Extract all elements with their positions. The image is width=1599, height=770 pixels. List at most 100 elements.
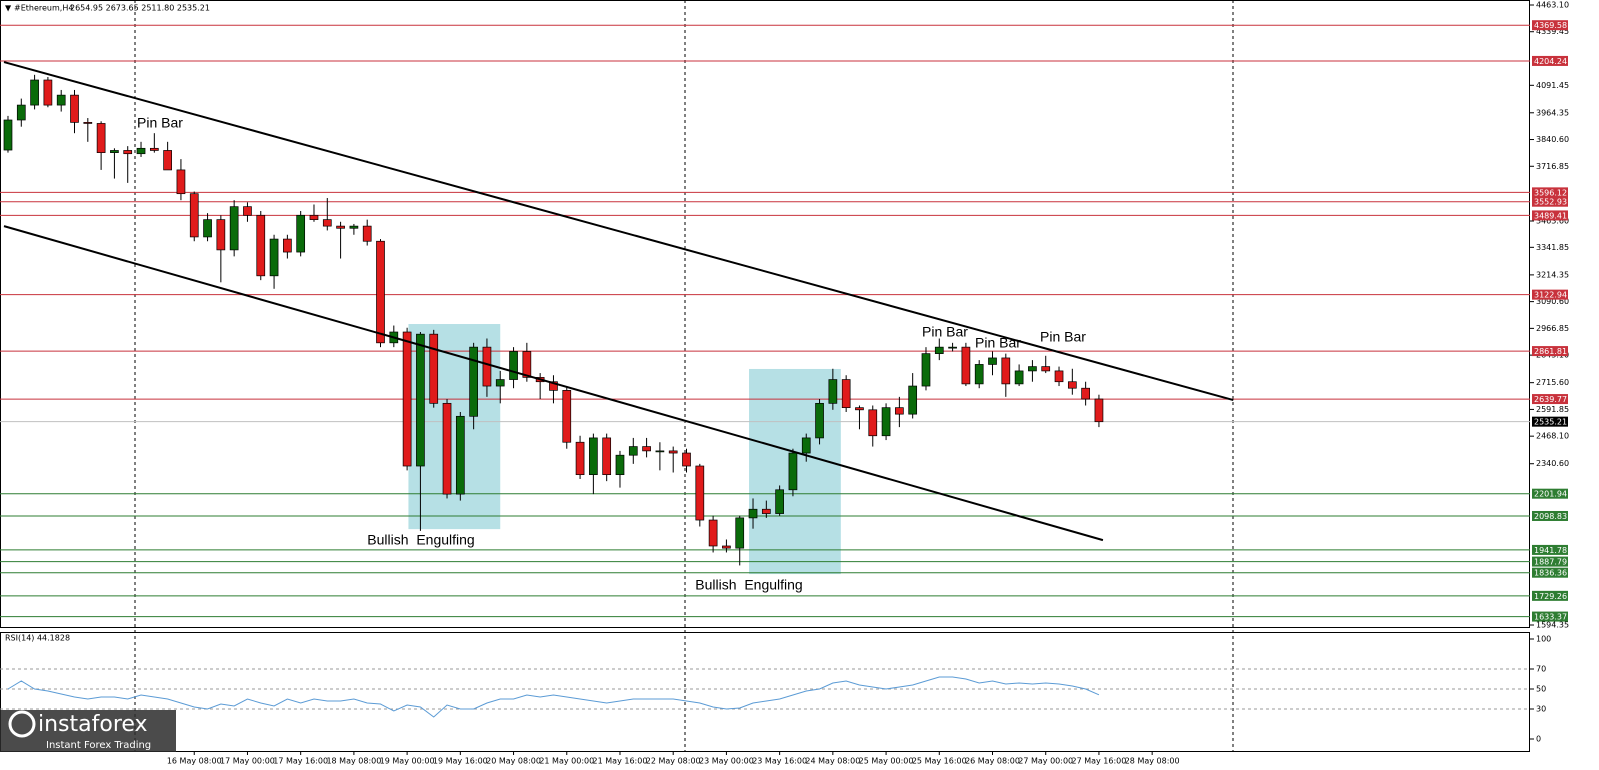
rsi-tick-label: 100: [1536, 635, 1551, 644]
rsi-tick-label: 0: [1536, 735, 1541, 744]
candle-body: [482, 346, 492, 387]
candle-body: [575, 441, 585, 476]
x-tick-label: 23 May 00:00: [699, 757, 754, 766]
trendline: [3, 61, 1234, 402]
candle-body: [176, 169, 186, 195]
candle-body: [442, 402, 452, 495]
candle-body: [149, 147, 159, 151]
x-tick-label: 16 May 08:00: [167, 757, 222, 766]
x-tick-label: 19 May 16:00: [433, 757, 488, 766]
candle-body: [722, 545, 731, 549]
candle-body: [243, 206, 252, 216]
candle-body: [123, 150, 133, 155]
y-tick-label: 4091.45: [1536, 81, 1569, 90]
support-level-label: 1887.79: [1534, 558, 1567, 567]
resistance-level-box: [1532, 289, 1568, 300]
rsi-line: [7, 676, 1100, 718]
y-tick-label: 2468.10: [1536, 432, 1569, 441]
y-tick-label: 3214.35: [1536, 270, 1569, 279]
support-level-label: 1941.78: [1534, 546, 1567, 555]
candle-body: [203, 219, 212, 238]
candle-body: [1001, 357, 1011, 385]
support-level-label: 1729.26: [1534, 592, 1567, 601]
candle-body: [336, 225, 345, 229]
rsi-tick-label: 70: [1536, 665, 1546, 674]
candle-body: [269, 238, 279, 277]
support-level-box: [1532, 510, 1568, 521]
candle-body: [841, 379, 851, 409]
candle-body: [83, 122, 93, 124]
plot-layer: 4463.10 4339.45 4091.45 3964.35 3840.60 3716.…: [0, 0, 1569, 766]
candle-body: [16, 104, 26, 121]
candle-body: [349, 225, 359, 229]
candle-body: [283, 238, 292, 253]
candle-body: [189, 193, 199, 238]
resistance-level-label: 2861.81: [1534, 347, 1567, 356]
candle-body: [908, 385, 918, 415]
resistance-level-box: [1532, 196, 1568, 207]
current-price-box: [1532, 416, 1568, 427]
rsi-tick-label: 50: [1536, 685, 1546, 694]
candle-body: [655, 450, 665, 453]
candle-body: [163, 150, 172, 171]
candle-body: [602, 437, 612, 476]
annotation: Bullish Engulfing: [367, 532, 474, 548]
rsi-title: RSI(14) 44.1828: [5, 634, 70, 643]
candle-body: [549, 381, 558, 391]
candle-body: [801, 437, 811, 454]
support-level-label: 1633.37: [1534, 613, 1567, 622]
candle-body: [974, 364, 984, 385]
y-tick-label: 3463.60: [1536, 217, 1569, 226]
candle-body: [402, 331, 412, 467]
resistance-level-label: 3122.94: [1534, 291, 1567, 300]
x-tick-label: 26 May 08:00: [965, 757, 1020, 766]
candle-body: [855, 407, 864, 411]
candle-body: [229, 206, 239, 251]
support-level-box: [1532, 611, 1568, 622]
resistance-level-box: [1532, 55, 1568, 66]
y-tick-label: 4463.10: [1536, 0, 1569, 9]
x-tick-label: 20 May 08:00: [486, 757, 541, 766]
candle-body: [748, 508, 758, 519]
y-tick-label: 3090.60: [1536, 297, 1569, 306]
candle-body: [1054, 370, 1064, 383]
candle-body: [988, 357, 997, 365]
resistance-level-label: 3489.41: [1534, 211, 1567, 220]
candle-body: [1041, 366, 1051, 372]
candle-body: [642, 446, 651, 452]
y-tick-label: 2591.85: [1536, 405, 1569, 414]
support-level-box: [1532, 556, 1568, 567]
watermark-box: [0, 710, 176, 752]
resistance-level-box: [1532, 210, 1568, 221]
x-tick-label: 24 May 08:00: [805, 757, 860, 766]
candle-body: [1028, 366, 1037, 372]
candle-body: [455, 415, 465, 495]
y-tick-label: 3840.60: [1536, 135, 1569, 144]
candle-body: [495, 379, 505, 387]
candle-body: [708, 519, 718, 547]
candle-body: [961, 346, 971, 385]
support-level-box: [1532, 544, 1568, 555]
candle-body: [668, 450, 678, 454]
x-tick-label: 17 May 00:00: [220, 757, 275, 766]
candle-body: [881, 407, 891, 437]
candle-body: [110, 150, 119, 153]
candle-body: [562, 390, 572, 443]
y-tick-label: 2715.60: [1536, 378, 1569, 387]
x-tick-label: 28 May 08:00: [1125, 757, 1180, 766]
candle-body: [815, 402, 824, 439]
candle-body: [589, 437, 598, 476]
candle-body: [921, 353, 931, 387]
candle-body: [136, 147, 146, 155]
candle-body: [1094, 398, 1104, 423]
resistance-level-label: 3596.12: [1534, 188, 1567, 197]
candle-body: [828, 379, 838, 404]
resistance-level-label: 4204.24: [1534, 57, 1567, 66]
candle-body: [3, 119, 13, 151]
symbol: #Ethereum,H4: [14, 4, 73, 13]
candle-body: [429, 333, 439, 404]
x-tick-label: 27 May 16:00: [1072, 757, 1127, 766]
rsi-tick-label: 30: [1536, 705, 1546, 714]
x-tick-label: 23 May 16:00: [752, 757, 807, 766]
candle-body: [56, 94, 66, 106]
